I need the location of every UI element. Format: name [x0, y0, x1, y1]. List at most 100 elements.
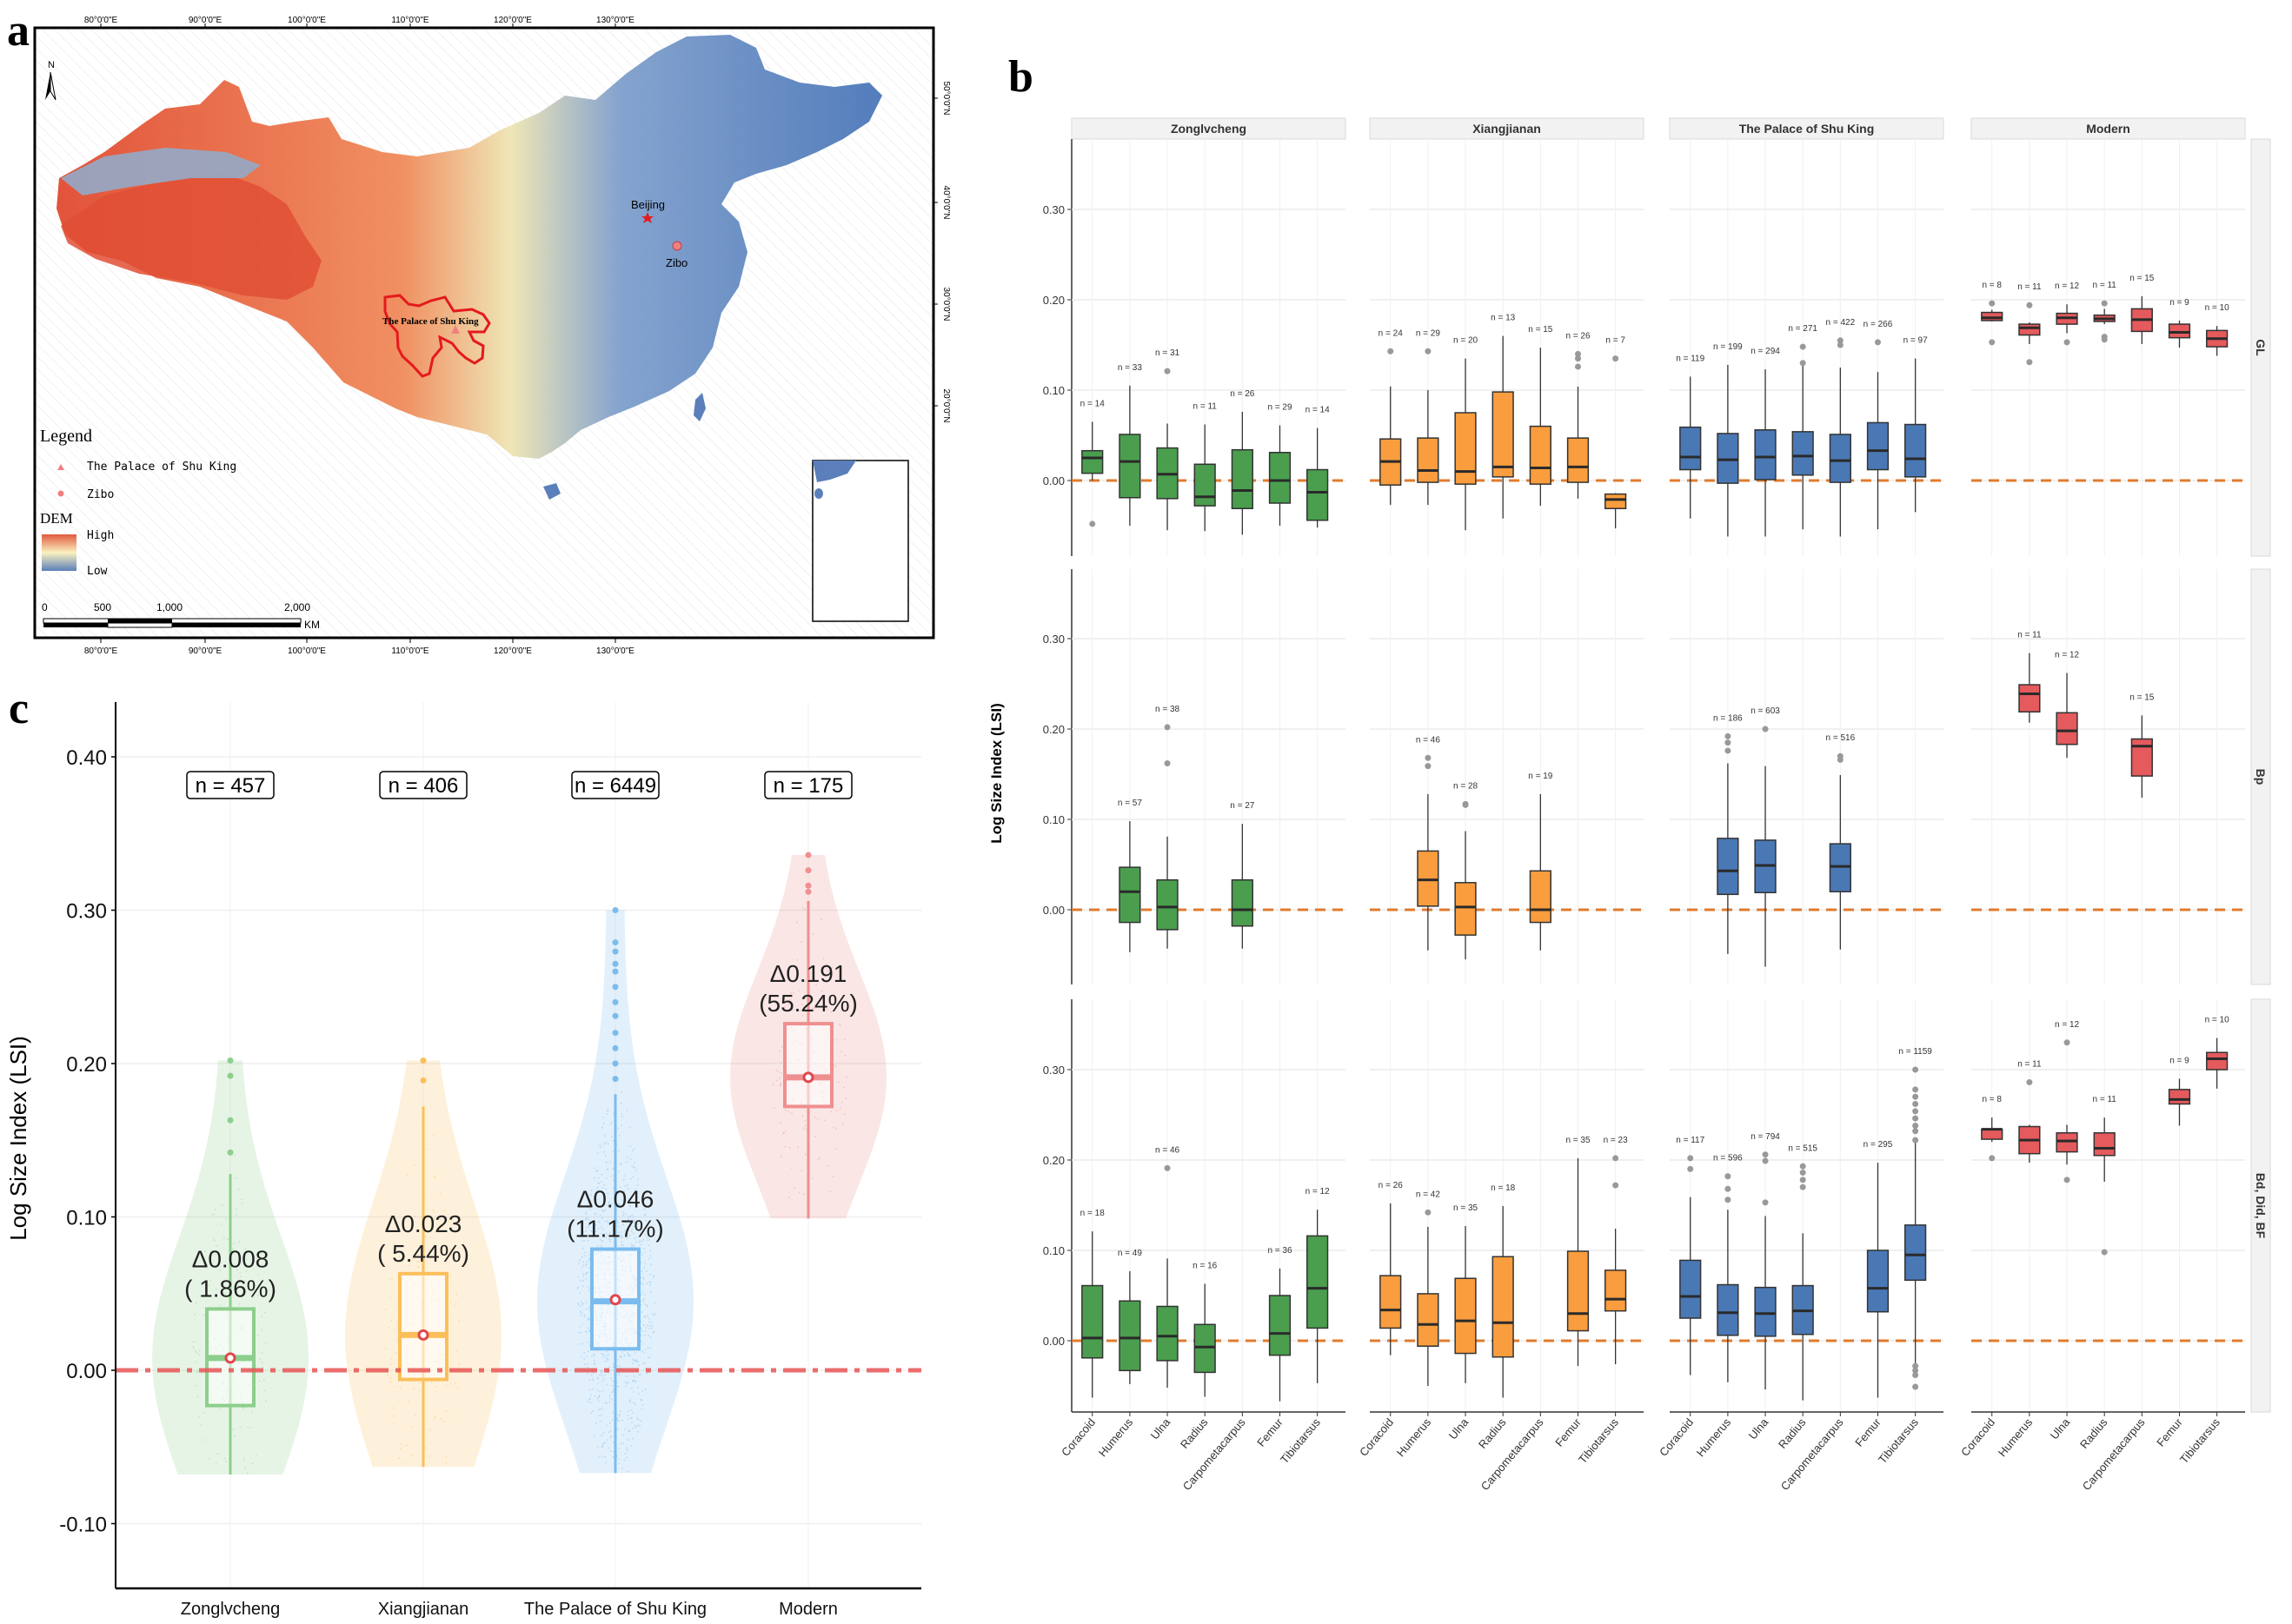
box-outlier [1724, 1185, 1731, 1192]
map-label-palace: The Palace of Shu King [382, 316, 479, 327]
jitter-point [617, 1206, 619, 1208]
jitter-point [652, 1331, 654, 1334]
jitter-point [654, 1302, 656, 1304]
box-n-label: n = 46 [1155, 1145, 1180, 1155]
jitter-point [586, 1373, 588, 1375]
map-bottom-tick-label: 90°0'0"E [189, 646, 223, 656]
jitter-point [393, 1415, 395, 1417]
jitter-point [606, 1424, 608, 1427]
jitter-point [591, 1374, 593, 1376]
zibo-circle-marker [672, 241, 682, 251]
jitter-point [596, 1245, 599, 1247]
jitter-point [416, 1260, 419, 1263]
legend-circle-icon [57, 490, 64, 497]
jitter-point [609, 1397, 611, 1399]
jitter-point [798, 990, 800, 991]
jitter-point [634, 1223, 635, 1224]
jitter-point [618, 1231, 620, 1233]
b-y-tick-label: 0.00 [1043, 904, 1065, 917]
jitter-point [633, 1166, 634, 1169]
violin-outlier [420, 1057, 427, 1064]
jitter-point [626, 1237, 628, 1239]
jitter-point [651, 1325, 654, 1327]
delta-label: Δ0.046 [577, 1186, 654, 1213]
jitter-point [417, 1266, 420, 1268]
b-x-tick-label: Radius [1476, 1415, 1509, 1451]
jitter-point [209, 1279, 211, 1282]
map-bottom-tick-label: 80°0'0"E [84, 646, 118, 656]
jitter-point [434, 1417, 435, 1419]
jitter-point [635, 1426, 637, 1428]
jitter-point [236, 1177, 237, 1179]
jitter-point [604, 1456, 606, 1458]
jitter-point [642, 1300, 645, 1302]
jitter-point [601, 1210, 603, 1211]
jitter-point [196, 1370, 198, 1373]
jitter-point [627, 1352, 629, 1354]
jitter-point [637, 1223, 639, 1225]
box-outlier [1687, 1155, 1694, 1162]
jitter-point [644, 1251, 647, 1254]
jitter-point [240, 1276, 242, 1278]
scale-bar: 0 500 1,000 2,000 KM [42, 601, 320, 631]
jitter-point [610, 1435, 613, 1437]
jitter-point [640, 1321, 642, 1322]
jitter-point [606, 1169, 608, 1170]
jitter-point [600, 1414, 602, 1416]
jitter-point [640, 1374, 641, 1375]
jitter-point [653, 1275, 654, 1276]
box-outlier [1724, 739, 1731, 746]
jitter-point [812, 1007, 814, 1010]
jitter-point [597, 1177, 600, 1179]
jitter-point [629, 1145, 631, 1148]
jitter-point [250, 1426, 252, 1428]
jitter-point [584, 1314, 586, 1316]
box-n-label: n = 295 [1863, 1140, 1893, 1150]
jitter-point [634, 1188, 637, 1190]
jitter-point [596, 1376, 599, 1379]
jitter-point [611, 1399, 613, 1401]
b-x-tick-label: Tibiotarsus [1576, 1415, 1621, 1466]
box-n-label: n = 18 [1491, 1183, 1516, 1193]
box-body [1491, 391, 1514, 478]
box-body [1717, 433, 1739, 484]
box-body [1604, 493, 1627, 509]
svg-text:1,000: 1,000 [156, 601, 183, 613]
jitter-point [607, 1109, 609, 1110]
violin-outlier [805, 888, 812, 895]
box-body [1717, 1283, 1739, 1336]
tarim-basin [61, 148, 261, 196]
jitter-point [634, 1221, 636, 1223]
jitter-point [627, 1110, 628, 1111]
jitter-point [647, 1324, 648, 1327]
jitter-point [622, 1244, 624, 1247]
jitter-point [225, 1460, 227, 1462]
jitter-point [449, 1276, 452, 1277]
jitter-point [651, 1321, 654, 1323]
jitter-point [627, 1184, 628, 1186]
jitter-point [648, 1244, 649, 1247]
jitter-point [584, 1251, 586, 1254]
box-body [2056, 1132, 2078, 1153]
jitter-point [392, 1422, 395, 1425]
jitter-point [618, 1462, 620, 1464]
jitter-point [607, 1358, 608, 1360]
jitter-point [617, 1222, 619, 1223]
jitter-point [609, 1450, 612, 1452]
jitter-point [641, 1349, 643, 1352]
jitter-point [645, 1327, 648, 1329]
jitter-point [588, 1350, 589, 1353]
jitter-point [634, 1225, 635, 1228]
jitter-point [601, 1435, 602, 1436]
jitter-point [611, 1121, 613, 1124]
jitter-point [640, 1340, 642, 1342]
jitter-point [598, 1395, 601, 1397]
jitter-point [642, 1297, 645, 1300]
facet-row-label: Bp [2254, 769, 2268, 785]
jitter-point [840, 1051, 842, 1053]
jitter-point [640, 1399, 642, 1401]
map-right-ticks: 50°0'0"N 40°0'0"N 30°0'0"N 20°0'0"N [933, 82, 951, 422]
jitter-point [606, 1161, 608, 1163]
jitter-point [801, 1015, 804, 1017]
jitter-point [644, 1303, 647, 1305]
